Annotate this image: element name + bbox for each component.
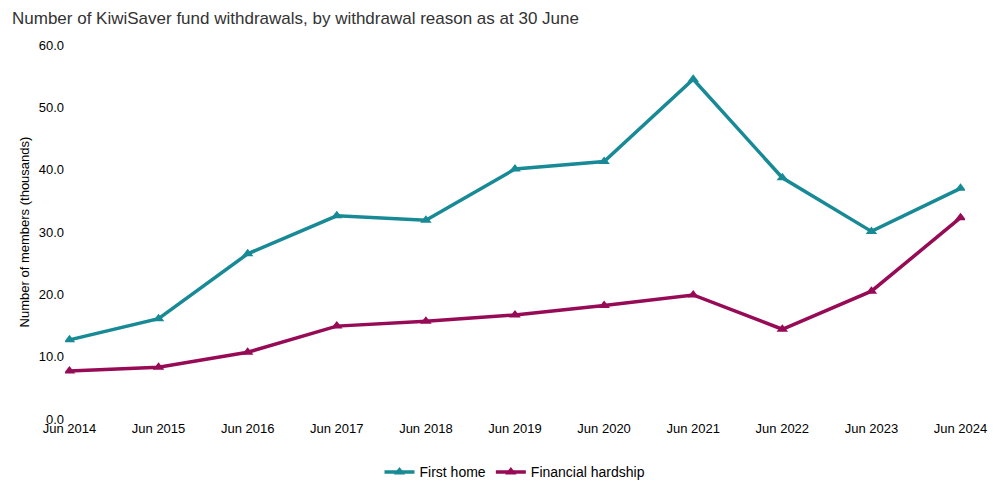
svg-text:Jun 2023: Jun 2023 (845, 421, 899, 436)
svg-text:First home: First home (420, 464, 486, 480)
svg-text:Jun 2015: Jun 2015 (132, 421, 186, 436)
svg-text:10.0: 10.0 (39, 349, 64, 364)
svg-text:Jun 2019: Jun 2019 (488, 421, 542, 436)
svg-text:0.0: 0.0 (46, 412, 64, 427)
svg-text:Number of members (thousands): Number of members (thousands) (17, 137, 32, 328)
svg-text:Jun 2014: Jun 2014 (43, 421, 97, 436)
svg-text:Jun 2022: Jun 2022 (756, 421, 810, 436)
svg-text:40.0: 40.0 (39, 162, 64, 177)
svg-text:20.0: 20.0 (39, 287, 64, 302)
svg-text:Jun 2020: Jun 2020 (577, 421, 631, 436)
svg-text:Number of KiwiSaver fund withd: Number of KiwiSaver fund withdrawals, by… (12, 9, 579, 28)
svg-text:Jun 2024: Jun 2024 (934, 421, 988, 436)
svg-text:Jun 2018: Jun 2018 (399, 421, 453, 436)
svg-text:Jun 2021: Jun 2021 (666, 421, 720, 436)
svg-text:60.0: 60.0 (39, 38, 64, 53)
svg-text:Financial hardship: Financial hardship (531, 464, 645, 480)
svg-text:Jun 2017: Jun 2017 (310, 421, 364, 436)
svg-text:30.0: 30.0 (39, 225, 64, 240)
svg-text:50.0: 50.0 (39, 100, 64, 115)
svg-text:Jun 2016: Jun 2016 (221, 421, 274, 436)
